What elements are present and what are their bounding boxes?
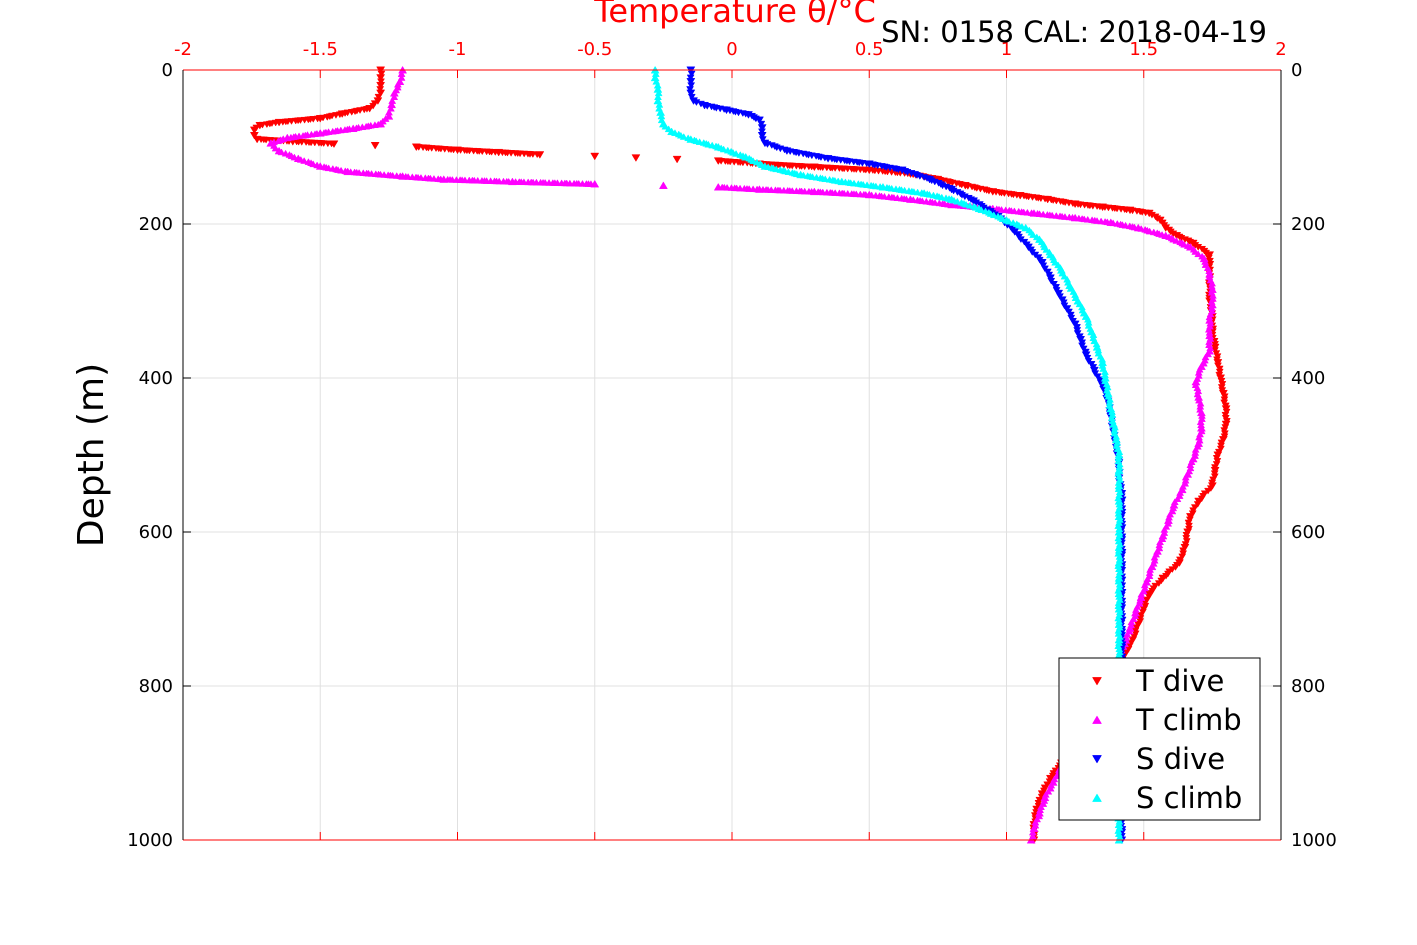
- y-tick-label-left: 0: [162, 60, 173, 81]
- data-point-t-dive: [631, 154, 641, 162]
- x-tick-label: -1: [449, 39, 467, 60]
- data-point-s-climb: [653, 96, 663, 105]
- x-tick-label: 0.5: [855, 39, 884, 60]
- data-point-t-climb: [1028, 828, 1037, 836]
- x-tick-label: 1: [1001, 39, 1012, 60]
- y-tick-label-left: 1000: [127, 830, 173, 851]
- y-tick-label-right: 1000: [1291, 830, 1337, 851]
- data-point-s-climb: [657, 112, 666, 120]
- serial-calibration-label: SN: 0158 CAL: 2018-04-19: [881, 15, 1267, 49]
- legend-marker-t-dive: [1092, 677, 1102, 686]
- x-tick-label: 0: [726, 39, 737, 60]
- data-point-s-climb: [651, 70, 660, 77]
- x-tick-label: -0.5: [577, 39, 612, 60]
- data-series-layer: [249, 65, 1231, 845]
- data-point-s-dive: [757, 132, 767, 140]
- axes: [182, 69, 1282, 841]
- data-point-t-climb: [658, 181, 668, 189]
- data-point-s-climb: [658, 119, 668, 128]
- y-tick-label-right: 600: [1291, 522, 1325, 543]
- legend-marker-t-climb: [1092, 715, 1102, 724]
- x-tick-label: -1.5: [303, 39, 338, 60]
- y-tick-label-left: 600: [139, 522, 173, 543]
- data-point-t-climb: [395, 77, 405, 85]
- legend-entries: T dive T climb S dive S climb: [1092, 664, 1242, 815]
- data-point-t-dive: [249, 132, 259, 140]
- data-point-s-climb: [657, 116, 666, 124]
- data-point-t-dive: [374, 93, 383, 101]
- y-tick-label-right: 200: [1291, 214, 1325, 235]
- data-point-s-dive: [755, 116, 764, 125]
- data-point-t-climb: [387, 100, 397, 109]
- data-point-s-climb: [653, 85, 663, 93]
- data-point-t-climb: [397, 74, 406, 81]
- data-point-s-climb: [653, 81, 662, 89]
- data-point-t-climb: [385, 108, 393, 116]
- legend-label-s-dive: S dive: [1136, 742, 1225, 776]
- data-point-s-dive: [758, 136, 767, 143]
- data-point-t-climb: [386, 104, 395, 112]
- data-point-s-climb: [655, 104, 664, 112]
- data-point-s-dive: [686, 89, 696, 98]
- data-point-t-dive: [329, 140, 339, 149]
- data-point-s-climb: [654, 93, 662, 100]
- y-tick-label-left: 200: [139, 214, 173, 235]
- data-point-t-dive: [672, 155, 682, 164]
- x-tick-label: -2: [174, 39, 192, 60]
- series-s-climb: [650, 65, 1124, 844]
- data-point-s-dive: [687, 93, 696, 101]
- data-point-s-climb: [655, 101, 664, 108]
- data-point-s-dive: [686, 78, 696, 86]
- legend-marker-s-dive: [1092, 755, 1102, 764]
- data-point-s-dive: [687, 70, 696, 78]
- data-point-t-dive: [376, 86, 385, 93]
- data-point-t-dive: [370, 142, 380, 150]
- legend-label-t-climb: T climb: [1135, 703, 1242, 737]
- chart-title: Temperature θ/°C: [593, 0, 876, 30]
- data-point-t-dive: [249, 126, 259, 135]
- data-point-s-climb: [656, 108, 666, 116]
- y-tick-label-right: 800: [1291, 676, 1325, 697]
- data-point-s-dive: [686, 74, 695, 82]
- data-point-t-climb: [397, 70, 406, 77]
- x-tick-label: 1.5: [1129, 39, 1158, 60]
- y-tick-label-left: 800: [139, 676, 173, 697]
- legend-label-t-dive: T dive: [1135, 664, 1224, 698]
- data-point-t-dive: [376, 74, 386, 82]
- data-point-t-dive: [377, 70, 386, 78]
- data-point-s-dive: [687, 82, 696, 90]
- legend-box: [1058, 657, 1261, 821]
- data-point-t-climb: [1028, 832, 1037, 840]
- data-point-t-climb: [388, 97, 397, 104]
- data-point-s-climb: [652, 77, 661, 85]
- data-point-s-climb: [650, 73, 660, 82]
- data-point-t-dive: [376, 89, 386, 98]
- legend: T dive T climb S dive S climb: [1058, 657, 1261, 821]
- y-tick-label-right: 400: [1291, 368, 1325, 389]
- data-point-s-dive: [757, 120, 766, 128]
- x-tick-label: 2: [1275, 39, 1286, 60]
- data-point-t-climb: [390, 93, 399, 100]
- data-point-t-dive: [377, 78, 385, 86]
- data-point-t-climb: [384, 112, 394, 120]
- data-point-t-dive: [376, 81, 386, 90]
- y-tick-label-left: 400: [139, 368, 173, 389]
- data-point-s-dive: [686, 86, 695, 93]
- y-axis-label: Depth (m): [71, 363, 112, 547]
- data-point-s-dive: [758, 128, 766, 136]
- data-point-t-climb: [713, 182, 723, 191]
- data-point-t-dive: [590, 152, 600, 161]
- y-tick-label-right: 0: [1291, 60, 1302, 81]
- data-point-s-dive: [757, 124, 767, 132]
- data-point-t-dive: [535, 151, 545, 159]
- legend-marker-s-climb: [1092, 793, 1102, 802]
- data-point-s-climb: [654, 89, 663, 97]
- legend-label-s-climb: S climb: [1136, 781, 1242, 815]
